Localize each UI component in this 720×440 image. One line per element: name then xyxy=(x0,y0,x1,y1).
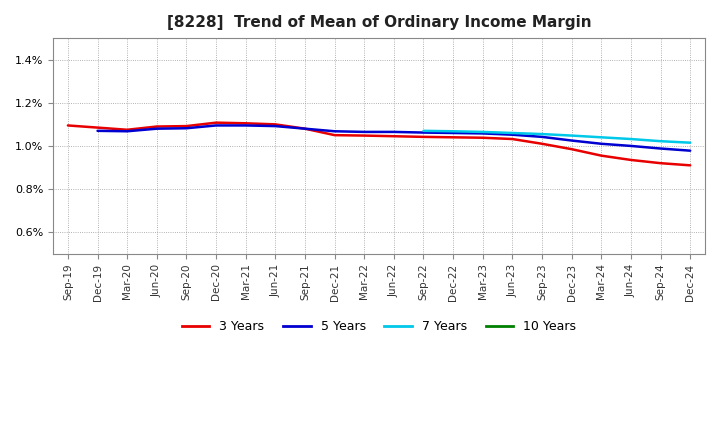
3 Years xyxy=(479,135,487,140)
3 Years xyxy=(419,134,428,139)
3 Years xyxy=(597,153,606,158)
5 Years xyxy=(271,124,279,129)
3 Years xyxy=(330,132,339,138)
5 Years xyxy=(212,123,220,128)
3 Years xyxy=(449,135,457,140)
3 Years xyxy=(508,136,517,142)
3 Years xyxy=(686,163,695,168)
5 Years xyxy=(597,141,606,147)
3 Years xyxy=(63,123,72,128)
5 Years xyxy=(626,143,635,149)
5 Years xyxy=(182,125,191,131)
5 Years xyxy=(330,128,339,134)
7 Years xyxy=(538,132,546,137)
7 Years xyxy=(626,136,635,142)
3 Years xyxy=(212,120,220,125)
5 Years xyxy=(390,129,398,135)
7 Years xyxy=(656,139,665,144)
Title: [8228]  Trend of Mean of Ordinary Income Margin: [8228] Trend of Mean of Ordinary Income … xyxy=(167,15,591,30)
5 Years xyxy=(538,134,546,139)
3 Years xyxy=(390,134,398,139)
7 Years xyxy=(479,129,487,135)
5 Years xyxy=(567,138,576,143)
5 Years xyxy=(123,128,132,134)
3 Years xyxy=(656,161,665,166)
3 Years xyxy=(241,121,250,126)
5 Years xyxy=(241,123,250,128)
3 Years xyxy=(93,125,102,130)
5 Years xyxy=(153,126,161,131)
Line: 3 Years: 3 Years xyxy=(68,123,690,165)
5 Years xyxy=(656,146,665,151)
7 Years xyxy=(508,130,517,136)
Line: 5 Years: 5 Years xyxy=(97,125,690,150)
3 Years xyxy=(153,124,161,129)
5 Years xyxy=(479,131,487,136)
5 Years xyxy=(686,148,695,153)
5 Years xyxy=(301,126,310,131)
7 Years xyxy=(686,140,695,145)
3 Years xyxy=(271,122,279,127)
7 Years xyxy=(449,128,457,134)
Legend: 3 Years, 5 Years, 7 Years, 10 Years: 3 Years, 5 Years, 7 Years, 10 Years xyxy=(177,315,581,338)
7 Years xyxy=(419,128,428,133)
5 Years xyxy=(419,130,428,135)
5 Years xyxy=(449,130,457,136)
3 Years xyxy=(301,126,310,131)
3 Years xyxy=(567,147,576,152)
7 Years xyxy=(597,135,606,140)
3 Years xyxy=(626,158,635,163)
5 Years xyxy=(93,128,102,133)
3 Years xyxy=(182,124,191,129)
Line: 7 Years: 7 Years xyxy=(423,131,690,143)
3 Years xyxy=(538,141,546,147)
5 Years xyxy=(508,132,517,137)
5 Years xyxy=(360,129,369,135)
3 Years xyxy=(123,127,132,132)
7 Years xyxy=(567,133,576,138)
3 Years xyxy=(360,133,369,138)
